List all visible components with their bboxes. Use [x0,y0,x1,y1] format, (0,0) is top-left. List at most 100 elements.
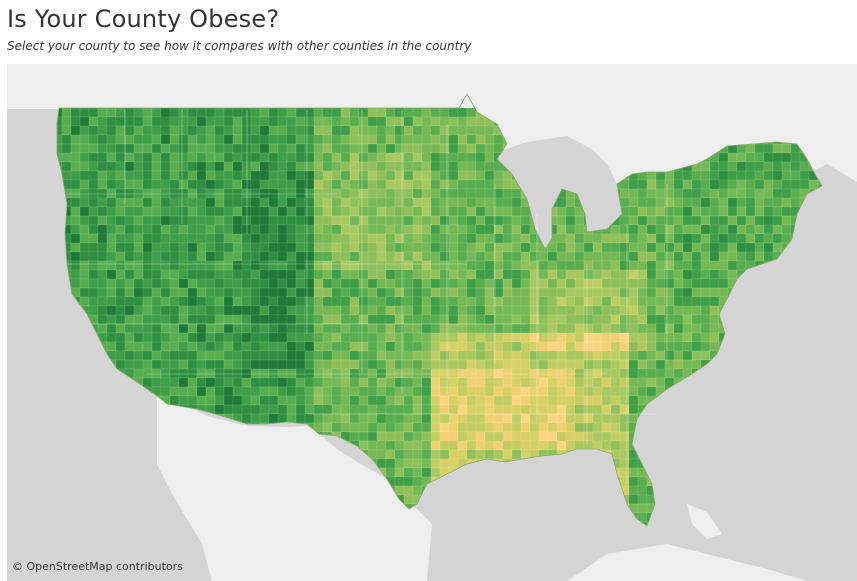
county-cell[interactable] [133,278,144,289]
county-cell[interactable] [547,431,558,442]
county-cell[interactable] [331,368,342,379]
county-cell[interactable] [772,161,783,172]
county-cell[interactable] [376,143,387,154]
county-cell[interactable] [790,467,801,478]
county-cell[interactable] [610,440,621,451]
county-cell[interactable] [340,368,351,379]
county-cell[interactable] [682,251,693,262]
county-cell[interactable] [727,269,738,280]
county-cell[interactable] [304,161,315,172]
county-cell[interactable] [466,125,477,136]
county-cell[interactable] [430,269,441,280]
county-cell[interactable] [754,386,765,397]
county-cell[interactable] [790,341,801,352]
county-cell[interactable] [340,116,351,127]
county-cell[interactable] [529,368,540,379]
county-cell[interactable] [817,386,827,397]
county-cell[interactable] [664,224,675,235]
county-cell[interactable] [619,215,630,226]
county-cell[interactable] [601,305,612,316]
county-cell[interactable] [367,440,378,451]
county-cell[interactable] [53,188,63,199]
county-cell[interactable] [250,377,261,388]
county-cell[interactable] [79,197,90,208]
county-cell[interactable] [133,152,144,163]
county-cell[interactable] [691,350,702,361]
county-cell[interactable] [439,458,450,469]
county-cell[interactable] [88,494,99,505]
county-cell[interactable] [241,323,252,334]
county-cell[interactable] [817,404,827,415]
county-cell[interactable] [484,287,495,298]
county-cell[interactable] [763,359,774,370]
county-cell[interactable] [808,458,819,469]
county-cell[interactable] [556,269,567,280]
county-cell[interactable] [187,161,198,172]
county-cell[interactable] [133,224,144,235]
county-cell[interactable] [223,224,234,235]
county-cell[interactable] [205,296,216,307]
county-cell[interactable] [484,332,495,343]
county-cell[interactable] [340,197,351,208]
county-cell[interactable] [781,161,792,172]
county-cell[interactable] [619,242,630,253]
county-cell[interactable] [592,449,603,460]
county-cell[interactable] [781,395,792,406]
county-cell[interactable] [691,260,702,271]
county-cell[interactable] [232,359,243,370]
county-cell[interactable] [565,386,576,397]
county-cell[interactable] [349,422,360,433]
county-cell[interactable] [133,269,144,280]
county-cell[interactable] [700,251,711,262]
county-cell[interactable] [655,431,666,442]
county-cell[interactable] [799,512,810,523]
county-cell[interactable] [142,296,153,307]
county-cell[interactable] [313,377,324,388]
county-cell[interactable] [196,269,207,280]
county-cell[interactable] [385,413,396,424]
county-cell[interactable] [232,251,243,262]
county-cell[interactable] [124,134,135,145]
county-cell[interactable] [691,188,702,199]
county-cell[interactable] [601,494,612,505]
county-cell[interactable] [403,161,414,172]
county-cell[interactable] [295,404,306,415]
county-cell[interactable] [385,197,396,208]
county-cell[interactable] [502,260,513,271]
county-cell[interactable] [70,494,81,505]
county-cell[interactable] [448,251,459,262]
county-cell[interactable] [817,332,827,343]
county-cell[interactable] [340,206,351,217]
county-cell[interactable] [817,269,827,280]
county-cell[interactable] [232,377,243,388]
county-cell[interactable] [709,197,720,208]
county-cell[interactable] [745,458,756,469]
county-cell[interactable] [187,377,198,388]
county-cell[interactable] [133,359,144,370]
county-cell[interactable] [547,251,558,262]
county-cell[interactable] [592,296,603,307]
county-cell[interactable] [457,494,468,505]
county-cell[interactable] [520,476,531,487]
county-cell[interactable] [313,233,324,244]
county-cell[interactable] [133,485,144,496]
county-cell[interactable] [664,233,675,244]
county-cell[interactable] [259,206,270,217]
county-cell[interactable] [529,305,540,316]
county-cell[interactable] [295,116,306,127]
county-cell[interactable] [637,368,648,379]
county-cell[interactable] [754,485,765,496]
county-cell[interactable] [349,251,360,262]
county-cell[interactable] [565,233,576,244]
county-cell[interactable] [151,107,162,118]
county-cell[interactable] [376,179,387,190]
county-cell[interactable] [241,278,252,289]
county-cell[interactable] [313,359,324,370]
county-cell[interactable] [448,341,459,352]
county-cell[interactable] [799,368,810,379]
county-cell[interactable] [566,531,575,540]
county-cell[interactable] [430,134,441,145]
county-cell[interactable] [655,458,666,469]
county-cell[interactable] [520,395,531,406]
county-cell[interactable] [116,531,125,540]
